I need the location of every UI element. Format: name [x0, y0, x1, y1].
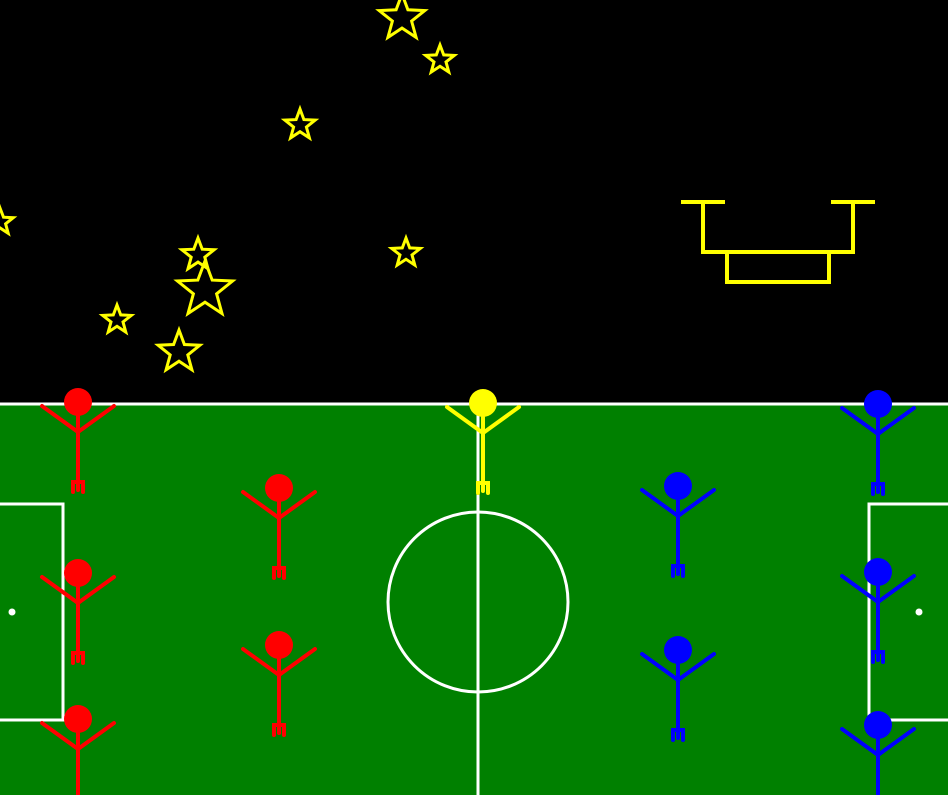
star-icon: [98, 300, 136, 336]
blue-player[interactable]: [840, 711, 916, 795]
player-head: [864, 390, 892, 418]
player-head: [864, 558, 892, 586]
player-head: [64, 388, 92, 416]
player-head: [64, 705, 92, 733]
trophy-icon: [681, 200, 875, 284]
soccer-pitch: [0, 402, 948, 795]
player-head: [469, 389, 497, 417]
blue-player[interactable]: [640, 472, 716, 578]
player-head: [265, 631, 293, 659]
star-icon: [173, 256, 237, 317]
red-player[interactable]: [40, 388, 116, 494]
star-icon: [177, 233, 219, 273]
red-player[interactable]: [241, 631, 317, 737]
yellow-player[interactable]: [445, 389, 521, 495]
red-player[interactable]: [241, 474, 317, 580]
center-circle: [386, 510, 570, 694]
blue-player[interactable]: [640, 636, 716, 742]
star-icon: [421, 40, 459, 76]
star-icon: [0, 203, 18, 237]
left-penalty-box: [0, 502, 65, 722]
right-penalty-box: [867, 502, 948, 722]
star-icon: [387, 233, 425, 269]
blue-player[interactable]: [840, 390, 916, 496]
star-icon: [154, 325, 204, 374]
night-sky: [0, 0, 948, 404]
star-icon: [280, 104, 320, 142]
blue-player[interactable]: [840, 558, 916, 664]
left-penalty-spot: [8, 608, 16, 616]
star-field: [0, 0, 459, 374]
right-penalty-spot: [915, 608, 923, 616]
player-head: [265, 474, 293, 502]
player-head: [64, 559, 92, 587]
red-player[interactable]: [40, 559, 116, 665]
star-icon: [375, 0, 429, 41]
player-head: [864, 711, 892, 739]
player-head: [664, 472, 692, 500]
player-head: [664, 636, 692, 664]
